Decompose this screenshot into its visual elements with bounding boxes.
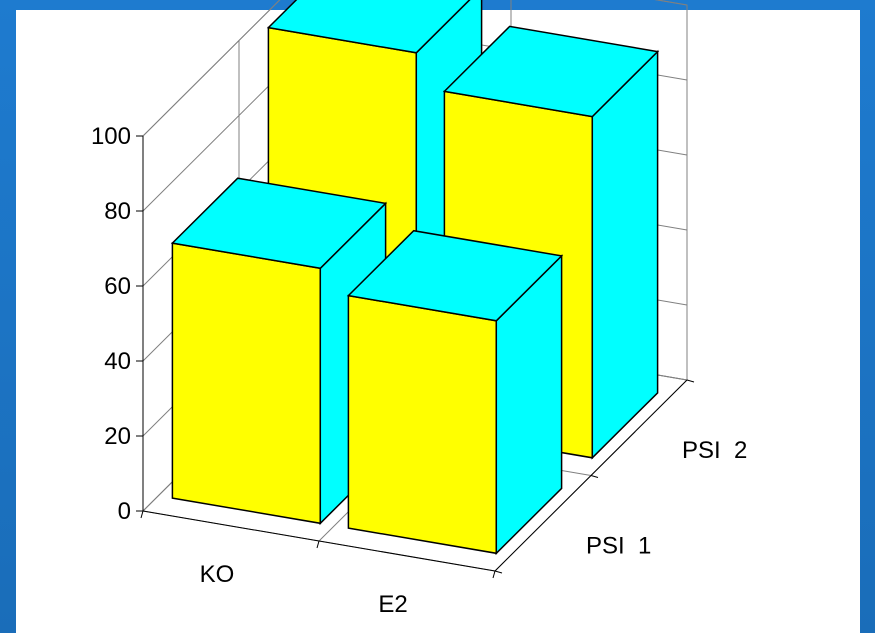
bar-side-face xyxy=(591,49,659,460)
x-tick-label-ko: KO xyxy=(200,561,235,588)
depth-tick-label-psi1: PSI 1 xyxy=(586,532,651,559)
y-tick-label: 80 xyxy=(104,198,131,225)
bar-front-face xyxy=(347,294,498,555)
depth-tick xyxy=(590,475,599,478)
x-tick xyxy=(316,540,320,549)
x-tick-label-e2: E2 xyxy=(378,591,407,618)
bar-top-face xyxy=(266,0,471,54)
depth-tick-labels: PSI 1 PSI 2 xyxy=(586,437,747,560)
bar-ko-series-1 xyxy=(170,177,388,526)
bars xyxy=(170,0,660,556)
y-tick-label: 20 xyxy=(104,423,131,450)
bar-e2-series-1 xyxy=(346,229,564,556)
bar-top-face xyxy=(442,25,660,118)
x-tick xyxy=(492,570,496,579)
y-tick-label: 0 xyxy=(118,498,131,525)
y-tick-label: 100 xyxy=(91,123,131,150)
gridline xyxy=(142,0,688,137)
bar-top-face xyxy=(346,229,564,322)
y-tick-label: 40 xyxy=(104,348,131,375)
bar-front-face xyxy=(171,242,322,525)
depth-tick-label-psi2: PSI 2 xyxy=(682,437,747,464)
x-tick-labels: KO E2 xyxy=(200,561,408,618)
axes xyxy=(136,135,695,579)
depth-tick xyxy=(494,570,503,574)
x-tick xyxy=(140,510,144,519)
y-tick-labels: 0 20 40 60 80 100 xyxy=(91,123,131,525)
bar-top-face xyxy=(170,177,388,270)
y-tick-label: 60 xyxy=(104,273,131,300)
depth-tick xyxy=(686,379,695,383)
